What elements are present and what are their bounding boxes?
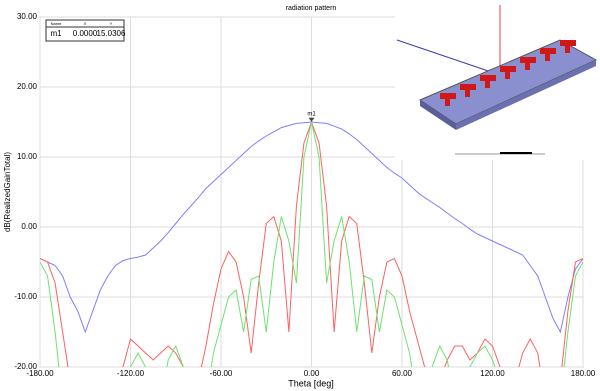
marker-header: X xyxy=(84,21,87,26)
y-tick-label: -10.00 xyxy=(14,292,37,301)
y-axis-label: dB(RealizedGainTotal) xyxy=(3,152,12,232)
x-axis-label: Theta [deg] xyxy=(288,378,334,388)
x-tick-label: 0.00 xyxy=(304,369,320,378)
x-tick-label: -60.00 xyxy=(210,369,233,378)
marker-label: m1 xyxy=(307,111,316,117)
y-tick-label: 10.00 xyxy=(17,152,38,161)
y-tick-label: 0.00 xyxy=(21,222,37,231)
marker-name: m1 xyxy=(50,29,62,38)
chart: -20.00-10.000.0010.0020.0030.00-180.00-1… xyxy=(0,0,600,391)
antenna-inset xyxy=(395,0,600,160)
x-tick-label: -180.00 xyxy=(26,369,54,378)
marker-y: 15.0306 xyxy=(97,29,126,38)
marker-header: Name xyxy=(51,21,62,26)
marker-x: 0.0000 xyxy=(73,29,98,38)
y-tick-label: 20.00 xyxy=(17,82,38,91)
x-tick-label: -120.00 xyxy=(117,369,145,378)
x-tick-label: 120.00 xyxy=(480,369,505,378)
y-tick-label: 30.00 xyxy=(17,12,38,21)
marker-table: Name X Y m1 0.0000 15.0306 xyxy=(46,20,126,41)
marker-header: Y xyxy=(110,21,113,26)
x-tick-label: 180.00 xyxy=(571,369,596,378)
chart-title: radiation pattern xyxy=(286,5,337,12)
x-tick-label: 60.00 xyxy=(392,369,413,378)
